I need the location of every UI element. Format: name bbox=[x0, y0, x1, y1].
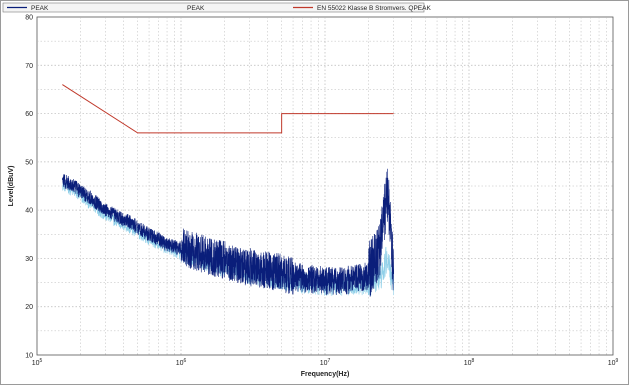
y-tick-label: 40 bbox=[25, 208, 33, 215]
legend-label-peak-2: PEAK bbox=[187, 5, 205, 12]
legend: PEAK PEAK EN 55022 Klasse B Stromvers. Q… bbox=[2, 2, 431, 13]
y-tick-label: 80 bbox=[25, 15, 33, 22]
y-tick-label: 30 bbox=[25, 256, 33, 263]
x-tick-label: 109 bbox=[608, 358, 619, 367]
x-tick-label: 106 bbox=[176, 358, 187, 367]
y-tick-label: 70 bbox=[25, 63, 33, 70]
x-axis-ticks: 105 106 107 108 109 bbox=[32, 358, 619, 367]
legend-label-peak-1: PEAK bbox=[31, 5, 49, 12]
y-tick-label: 60 bbox=[25, 111, 33, 118]
y-axis-label: Level(dBuV) bbox=[8, 166, 15, 207]
x-tick-label: 107 bbox=[320, 358, 331, 367]
y-axis-ticks: 10 20 30 40 50 60 70 80 bbox=[25, 15, 33, 360]
series-line-limit bbox=[62, 84, 394, 134]
x-tick-label: 108 bbox=[464, 358, 475, 367]
x-tick-label: 105 bbox=[32, 358, 43, 367]
series-line-peak-dark bbox=[62, 168, 395, 297]
legend-frame bbox=[2, 2, 425, 13]
legend-label-limit: EN 55022 Klasse B Stromvers. QPEAK bbox=[317, 5, 431, 12]
y-tick-label: 50 bbox=[25, 159, 33, 166]
x-axis-label: Frequency(Hz) bbox=[301, 371, 350, 378]
y-tick-label: 10 bbox=[25, 353, 33, 360]
series-layer bbox=[62, 84, 395, 297]
y-tick-label: 20 bbox=[25, 304, 33, 311]
